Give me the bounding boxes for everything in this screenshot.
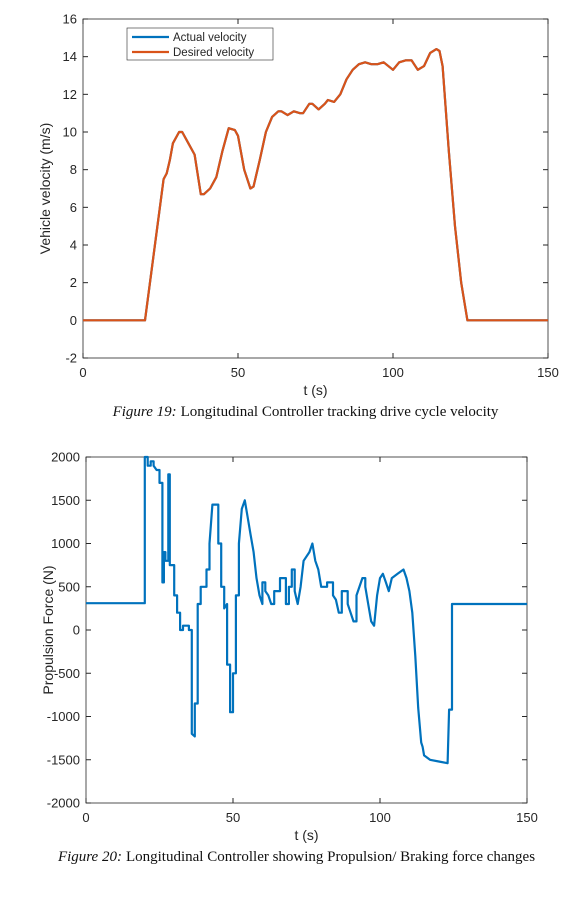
y-tick-label: 16 [63,12,77,27]
legend-label: Actual velocity [173,32,247,44]
y-tick-label: 4 [70,238,77,253]
y-tick-label: -1500 [47,752,80,767]
caption-text: Longitudinal Controller showing Propulsi… [126,849,535,865]
x-tick-label: 50 [226,810,240,825]
plot-area [85,456,528,804]
plot-area [82,18,549,359]
y-tick-label: 1000 [51,536,80,551]
y-tick-label: 14 [63,49,77,64]
y-tick-label: 0 [70,313,77,328]
series-line [86,455,527,765]
caption: Figure 20: Longitudinal Controller showin… [57,849,535,865]
y-tick-label: 500 [58,579,80,594]
x-tick-label: 50 [231,365,245,380]
y-tick-label: -1000 [47,709,80,724]
legend-box [126,27,274,61]
y-tick-label: 1500 [51,493,80,508]
y-tick-label: -500 [54,666,80,681]
y-tick-label: 10 [63,125,77,140]
series-line [83,48,548,322]
y-axis-label: Vehicle velocity (m/s) [37,123,53,254]
y-tick-label: -2000 [47,796,80,811]
y-tick-label: 2000 [51,450,80,465]
y-tick-label: 0 [73,623,80,638]
y-axis-label: Propulsion Force (N) [40,565,56,694]
y-tick-label: 12 [63,87,77,102]
x-tick-label: 100 [369,810,391,825]
x-tick-label: 0 [79,365,86,380]
y-tick-label: -2 [65,351,77,366]
caption-text: Longitudinal Controller tracking drive c… [181,404,499,420]
x-axis-label: t (s) [294,827,318,843]
x-tick-label: 150 [516,810,538,825]
y-tick-label: 6 [70,200,77,215]
x-tick-label: 0 [82,810,89,825]
x-axis-label: t (s) [303,382,327,398]
chart: -2000 -1500 -1000 -500 0 500 1000 1500 2000 0 50 10… [40,450,538,866]
caption-label: Figure 19: [112,404,177,420]
y-tick-label: 8 [70,162,77,177]
x-tick-label: 150 [537,365,559,380]
y-tick-label: 2 [70,275,77,290]
x-tick-label: 100 [382,365,404,380]
legend-label: Desired velocity [173,47,254,59]
caption: Figure 19: Longitudinal Controller tracki… [112,404,499,420]
caption-label: Figure 20: [57,849,122,865]
